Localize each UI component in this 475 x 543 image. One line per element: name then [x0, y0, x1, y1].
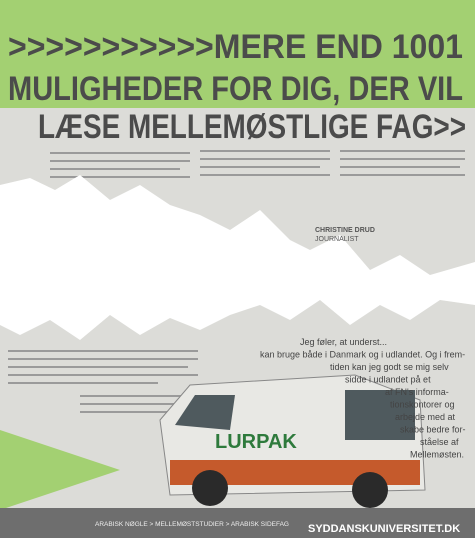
breadcrumb: ARABISK NØGLE > MELLEMØSTSTUDIER > ARABI…	[95, 521, 289, 528]
quote-line: tiden kan jeg godt se mig selv	[330, 362, 449, 372]
byline-role: JOURNALIST	[315, 236, 359, 243]
quote-line: Jeg føler, at underst...	[300, 337, 387, 347]
headline: LÆSE MELLEMØSTLIGE FAG>>	[38, 108, 466, 146]
quote-line: arbejde med at	[395, 412, 456, 422]
website: SYDDANSKUNIVERSITET.DK	[308, 523, 460, 535]
van-label: LURPAK	[215, 431, 297, 453]
quote-line: kan bruge både i Danmark og i udlandet. …	[260, 350, 465, 360]
headline: MULIGHEDER FOR DIG, DER VIL	[8, 70, 463, 108]
quote-line: sidde i udlandet på et	[345, 375, 431, 385]
byline-name: CHRISTINE DRUD	[315, 227, 375, 234]
quote-line: ståelse af	[420, 437, 459, 447]
quote-line: skabe bedre for-	[400, 425, 466, 435]
quote-line: tionskontorer og	[390, 400, 455, 410]
quote-line: af FN's informa-	[385, 387, 449, 397]
headline: >>>>>>>>>>>MERE END 1001	[8, 28, 463, 66]
page: >>>>>>>>>>>MERE END 1001 MULIGHEDER FOR …	[0, 0, 475, 538]
quote-line: Mellemøsten.	[410, 450, 464, 460]
